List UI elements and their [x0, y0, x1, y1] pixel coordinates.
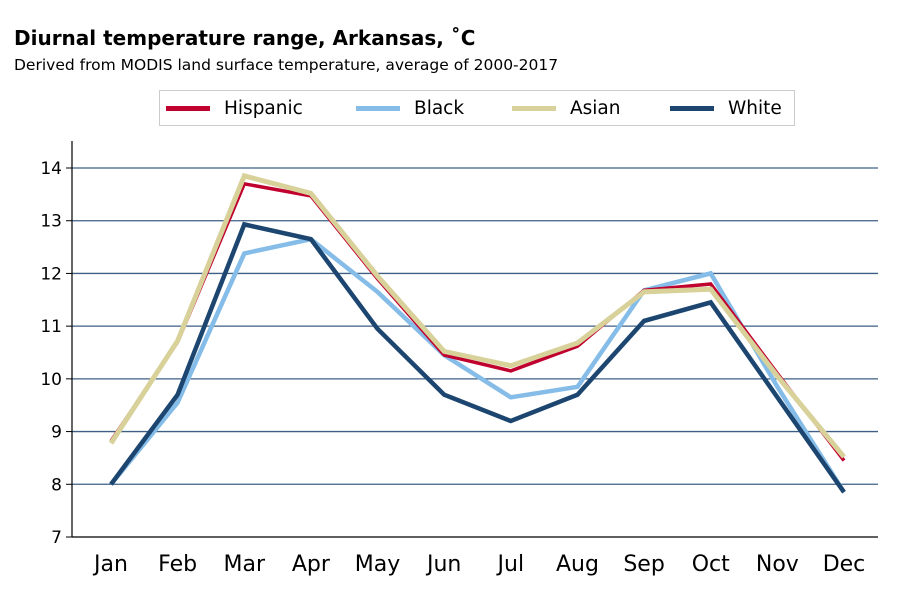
- y-tick-label: 13: [40, 212, 62, 232]
- legend-label-white: White: [728, 97, 782, 119]
- x-tick-label: May: [355, 552, 400, 577]
- series-line-white: [109, 221, 846, 494]
- chart-title: Diurnal temperature range, Arkansas, ˚C: [14, 26, 476, 50]
- legend-item-black: Black: [356, 91, 464, 125]
- y-tick-label: 7: [51, 528, 62, 548]
- x-tick-label: Nov: [756, 552, 799, 577]
- x-tick-label: Aug: [556, 552, 599, 577]
- y-tick-label: 9: [51, 423, 62, 443]
- y-tick-label: 12: [40, 264, 62, 284]
- legend-swatch-white: [670, 105, 714, 111]
- legend-item-hispanic: Hispanic: [166, 91, 303, 125]
- legend-item-asian: Asian: [512, 91, 621, 125]
- x-tick-label: Mar: [224, 552, 266, 577]
- x-tick-label: Jul: [496, 552, 525, 577]
- x-tick-label: Oct: [692, 552, 730, 577]
- y-tick-label: 8: [51, 475, 62, 495]
- x-tick-label: Jan: [92, 552, 128, 577]
- y-tick-label: 10: [40, 370, 62, 390]
- series-line-asian: [108, 172, 846, 459]
- x-tick-label: Sep: [623, 552, 664, 577]
- legend-swatch-asian: [512, 105, 556, 111]
- legend-item-white: White: [670, 91, 782, 125]
- y-tick-label: 14: [40, 159, 62, 179]
- legend-swatch-hispanic: [166, 105, 210, 111]
- series-line-hispanic: [109, 181, 846, 462]
- y-tick-label: 11: [40, 317, 62, 337]
- series-line-black: [109, 236, 846, 494]
- x-tick-label: Apr: [292, 552, 331, 577]
- legend-label-black: Black: [414, 97, 465, 119]
- x-tick-label: Feb: [158, 552, 197, 577]
- legend: Hispanic Black Asian White: [159, 90, 795, 126]
- x-tick-label: Jun: [425, 552, 461, 577]
- chart-subtitle: Derived from MODIS land surface temperat…: [14, 56, 559, 74]
- x-tick-label: Dec: [823, 552, 866, 577]
- legend-label-hispanic: Hispanic: [224, 97, 303, 119]
- legend-label-asian: Asian: [570, 97, 621, 119]
- legend-swatch-black: [356, 105, 400, 111]
